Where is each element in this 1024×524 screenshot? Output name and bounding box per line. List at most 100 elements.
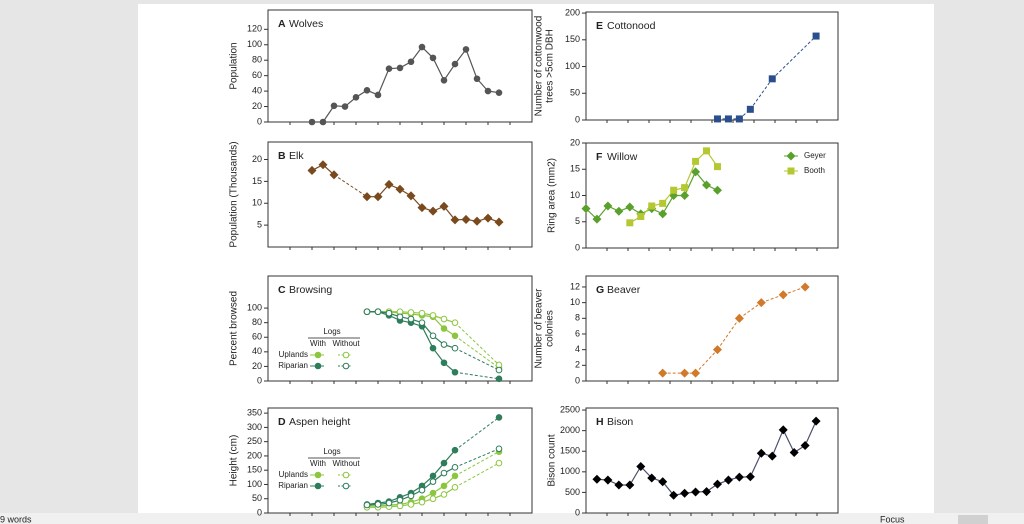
panel-letter: E: [596, 20, 603, 32]
marker: [329, 170, 339, 180]
dashed-connector: [454, 347, 500, 371]
marker: [603, 475, 613, 485]
y-tick-label: 10: [570, 190, 580, 200]
y-axis-label: trees >5cm DBH: [545, 29, 556, 103]
panel-title: Elk: [289, 150, 304, 162]
marker: [800, 440, 810, 450]
marker: [669, 490, 679, 500]
panel-letter: F: [596, 151, 603, 163]
marker: [484, 87, 492, 95]
y-tick-label: 100: [565, 61, 580, 71]
y-tick-label: 500: [565, 487, 580, 497]
y-tick-label: 20: [252, 361, 262, 371]
legend-column: With: [310, 339, 326, 348]
y-tick-label: 15: [570, 164, 580, 174]
legend-row: Riparian: [278, 481, 308, 490]
marker: [418, 486, 426, 494]
marker: [745, 472, 755, 482]
y-tick-label: 5: [257, 220, 262, 230]
marker: [418, 498, 426, 506]
marker: [712, 479, 722, 489]
dashed-connector: [717, 318, 740, 350]
marker: [407, 315, 415, 323]
marker: [451, 484, 459, 491]
y-tick-label: 20: [252, 101, 262, 111]
marker: [384, 179, 394, 189]
marker: [428, 206, 438, 216]
marker: [314, 482, 322, 490]
marker: [451, 472, 459, 480]
dashed-connector: [761, 294, 784, 304]
panel-letter: C: [278, 284, 286, 296]
marker: [352, 93, 360, 101]
marker: [407, 309, 415, 316]
marker: [363, 501, 371, 509]
marker: [396, 313, 404, 321]
y-tick-label: 250: [247, 436, 262, 446]
marker: [786, 151, 796, 161]
y-tick-label: 100: [247, 302, 262, 312]
marker: [778, 425, 788, 435]
marker: [647, 473, 657, 483]
marker: [314, 351, 322, 359]
marker: [418, 309, 426, 317]
dashed-connector: [783, 286, 806, 296]
marker: [440, 359, 448, 367]
legend-column: With: [310, 459, 326, 468]
y-tick-label: 40: [252, 85, 262, 95]
legend-label: Geyer: [804, 151, 826, 160]
marker: [417, 203, 427, 213]
legend-row: Uplands: [279, 350, 308, 359]
marker: [658, 477, 668, 487]
y-tick-label: 1500: [560, 446, 580, 456]
marker: [385, 309, 393, 317]
marker: [614, 480, 624, 490]
marker: [342, 362, 350, 370]
marker: [495, 445, 503, 453]
marker: [373, 192, 383, 202]
marker: [713, 163, 721, 171]
dashed-connector: [333, 174, 368, 198]
marker: [603, 201, 613, 211]
marker: [680, 190, 690, 201]
legend-label: Booth: [804, 166, 825, 175]
status-bar: [0, 513, 1024, 524]
marker: [680, 488, 690, 498]
marker: [734, 472, 744, 482]
marker: [778, 290, 788, 300]
panel-title: Cottonood: [607, 20, 656, 32]
y-axis-label: Number of beaver: [534, 288, 545, 369]
marker: [734, 313, 744, 323]
marker: [702, 180, 712, 190]
marker: [407, 58, 415, 66]
panel-title: Willow: [607, 151, 638, 163]
panel-title: Wolves: [289, 18, 323, 30]
marker: [396, 64, 404, 72]
y-tick-label: 0: [575, 507, 580, 517]
y-tick-label: 20: [252, 154, 262, 164]
marker: [318, 160, 328, 170]
marker: [440, 341, 448, 348]
marker: [581, 204, 591, 214]
y-tick-label: 5: [575, 216, 580, 226]
marker: [451, 464, 459, 471]
marker: [450, 215, 460, 225]
y-tick-label: 120: [247, 24, 262, 34]
y-tick-label: 80: [252, 55, 262, 65]
marker: [800, 282, 810, 292]
marker: [363, 308, 371, 316]
marker: [418, 43, 426, 51]
y-tick-label: 2000: [560, 425, 580, 435]
y-tick-label: 12: [570, 281, 580, 291]
view-button[interactable]: [958, 515, 988, 524]
y-tick-label: 150: [565, 34, 580, 44]
marker: [712, 185, 722, 195]
y-axis-label: Number of cottonwood: [534, 16, 545, 117]
marker: [495, 89, 503, 96]
marker: [308, 118, 316, 126]
word-count[interactable]: 9 words: [0, 514, 32, 524]
focus-button[interactable]: Focus: [880, 514, 905, 524]
y-tick-label: 2: [575, 360, 580, 370]
y-tick-label: 8: [575, 313, 580, 323]
